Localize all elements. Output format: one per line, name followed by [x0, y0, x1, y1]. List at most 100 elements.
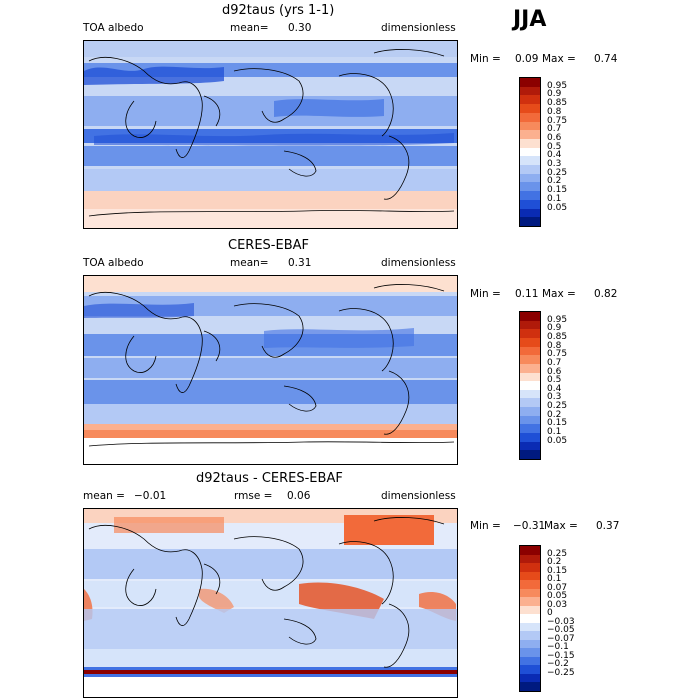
- colorbar-cell: [520, 312, 540, 322]
- panel-3-mean-label: mean =: [83, 490, 125, 502]
- colorbar-cell: [520, 147, 540, 157]
- colorbar-tick-label: 0.8: [547, 106, 562, 117]
- colorbar-cell: [520, 138, 540, 149]
- colorbar-cell: [520, 320, 540, 330]
- colorbar-cell: [520, 407, 540, 417]
- colorbar-cell: [520, 563, 540, 573]
- colorbar-tick-label: 0.3: [547, 392, 562, 403]
- colorbar-cell: [520, 95, 540, 105]
- colorbar-tick-label: −0.1: [547, 642, 569, 653]
- colorbar-tick-label: −0.15: [547, 650, 575, 661]
- colorbar-tick-label: 0.85: [547, 331, 568, 342]
- colorbar-cell: [520, 673, 540, 683]
- panel-1-max-value: 0.74: [594, 53, 618, 65]
- panel-1-units: dimensionless: [381, 22, 456, 34]
- colorbar-tick-label: 0.7: [547, 357, 562, 368]
- colorbar-tick-label: 0.2: [547, 557, 562, 568]
- colorbar-cell: [520, 546, 540, 556]
- colorbar-cell: [520, 191, 540, 201]
- colorbar-cell: [520, 372, 540, 382]
- colorbar-cell: [520, 441, 540, 451]
- panel-1-map: [83, 40, 458, 229]
- colorbar-tick-label: 0.6: [547, 132, 562, 143]
- colorbar-cell: [520, 631, 540, 641]
- panel-3-min-value: −0.31: [513, 520, 546, 532]
- colorbar-tick-label: 0.05: [547, 202, 568, 213]
- colorbar-tick-label: 0.15: [547, 185, 568, 196]
- colorbar-cell: [520, 182, 540, 192]
- colorbar-cell: [520, 605, 540, 615]
- colorbar-tick-label: 0.25: [547, 167, 568, 178]
- colorbar-cell: [520, 173, 540, 183]
- panel-1-variable: TOA albedo: [83, 22, 144, 34]
- colorbar-cell: [520, 450, 540, 460]
- colorbar-cell: [520, 363, 540, 374]
- panel-2-title: CERES-EBAF: [228, 238, 309, 253]
- colorbar-cell: [520, 622, 540, 632]
- panel-1-mean-value: 0.30: [288, 22, 312, 34]
- panel-3-max-label: Max =: [544, 520, 578, 532]
- colorbar-tick-label: 0.3: [547, 159, 562, 170]
- colorbar-tick-label: 0.4: [547, 150, 562, 161]
- colorbar-tick-label: 0.95: [547, 80, 568, 91]
- panel-3-rmse-value: 0.06: [287, 490, 311, 502]
- panel-2-units: dimensionless: [381, 257, 456, 269]
- colorbar-cell: [520, 156, 540, 166]
- colorbar-cell: [520, 208, 540, 218]
- colorbar-tick-label: 0.75: [547, 349, 568, 360]
- colorbar-cell: [520, 355, 540, 365]
- panel-1-title: d92taus (yrs 1-1): [222, 3, 335, 18]
- colorbar-cell: [520, 104, 540, 114]
- colorbar-tick-label: 0.6: [547, 366, 562, 377]
- colorbar-tick-label: 0.1: [547, 427, 562, 438]
- colorbar-tick-label: −0.2: [547, 659, 569, 670]
- colorbar-tick-label: 0.25: [547, 401, 568, 412]
- colorbar-tick-label: 0.9: [547, 89, 562, 100]
- colorbar-cell: [520, 121, 540, 131]
- colorbar-tick-label: 0.85: [547, 98, 568, 109]
- panel-2-colorbar-labels: 0.95 0.9 0.85 0.8 0.75 0.7 0.6 0.5 0.4 0.3 0.25 0.2…: [547, 311, 597, 460]
- colorbar-tick-label: 0.1: [547, 193, 562, 204]
- colorbar-tick-label: 0.9: [547, 323, 562, 334]
- panel-2-min-label: Min =: [470, 288, 501, 300]
- colorbar-tick-label: −0.03: [547, 616, 575, 627]
- colorbar-cell: [520, 78, 540, 88]
- colorbar-cell: [520, 588, 540, 598]
- colorbar-cell: [520, 597, 540, 607]
- colorbar-cell: [520, 346, 540, 356]
- colorbar-cell: [520, 433, 540, 443]
- colorbar-tick-label: 0.5: [547, 375, 562, 386]
- panel-3-max-value: 0.37: [596, 520, 620, 532]
- panel-2-map: [83, 275, 458, 465]
- panel-3-colorbar: [519, 545, 541, 692]
- panel-3-units: dimensionless: [381, 490, 456, 502]
- colorbar-cell: [520, 381, 540, 391]
- colorbar-tick-label: 0: [547, 608, 553, 619]
- panel-2-variable: TOA albedo: [83, 257, 144, 269]
- colorbar-cell: [520, 656, 540, 666]
- colorbar-tick-label: 0.8: [547, 340, 562, 351]
- panel-2-map-svg: [84, 276, 457, 464]
- colorbar-tick-label: −0.05: [547, 625, 575, 636]
- panel-1-mean-label: mean=: [230, 22, 269, 34]
- panel-3-map: [83, 508, 458, 698]
- panel-3-mean-value: −0.01: [134, 490, 167, 502]
- panel-1-max-label: Max =: [542, 53, 576, 65]
- panel-3-map-svg: [84, 509, 457, 697]
- colorbar-tick-label: 0.2: [547, 409, 562, 420]
- colorbar-cell: [520, 580, 540, 590]
- colorbar-tick-label: 0.05: [547, 591, 568, 602]
- colorbar-tick-label: 0.5: [547, 141, 562, 152]
- panel-1-min-label: Min =: [470, 53, 501, 65]
- colorbar-cell: [520, 665, 540, 675]
- panel-3-rmse-label: rmse =: [234, 490, 273, 502]
- colorbar-tick-label: 0.7: [547, 124, 562, 135]
- panel-1-colorbar-labels: 0.95 0.9 0.85 0.8 0.75 0.7 0.6 0.5 0.4 0.3 0.25 0.2…: [547, 77, 597, 227]
- colorbar-tick-label: 0.15: [547, 565, 568, 576]
- colorbar-cell: [520, 415, 540, 425]
- colorbar-tick-label: 0.15: [547, 418, 568, 429]
- panel-2-min-value: 0.11: [515, 288, 539, 300]
- colorbar-tick-label: 0.1: [547, 574, 562, 585]
- colorbar-tick-label: 0.4: [547, 383, 562, 394]
- panel-2-max-value: 0.82: [594, 288, 618, 300]
